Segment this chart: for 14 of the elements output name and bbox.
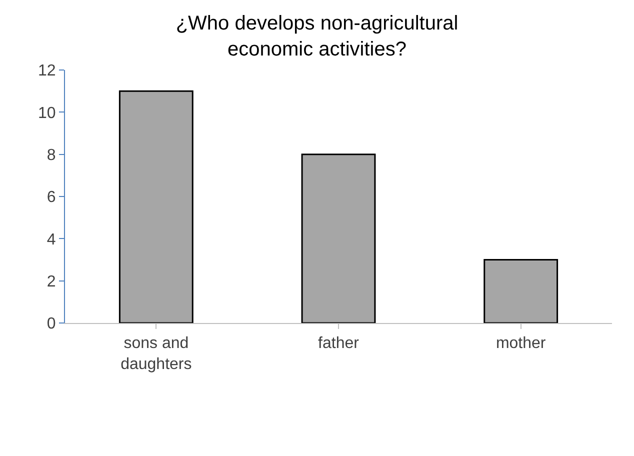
y-tick-label: 8: [46, 146, 56, 164]
y-tick-label: 10: [38, 104, 56, 122]
y-tick-label: 2: [46, 273, 56, 290]
y-tick-label: 0: [46, 316, 56, 333]
x-tick-label: mother: [496, 335, 546, 352]
bar: [301, 154, 376, 323]
chart-title: ¿Who develops non-agricultural economic activities?: [176, 12, 458, 61]
x-tick-label: father: [318, 335, 360, 352]
bar: [118, 90, 194, 323]
y-tick-label: 12: [38, 62, 56, 80]
y-tick-label: 6: [46, 189, 56, 206]
bar: [484, 259, 558, 323]
y-tick-label: 4: [46, 231, 56, 248]
x-tick-label: sons and daughters: [120, 335, 192, 373]
